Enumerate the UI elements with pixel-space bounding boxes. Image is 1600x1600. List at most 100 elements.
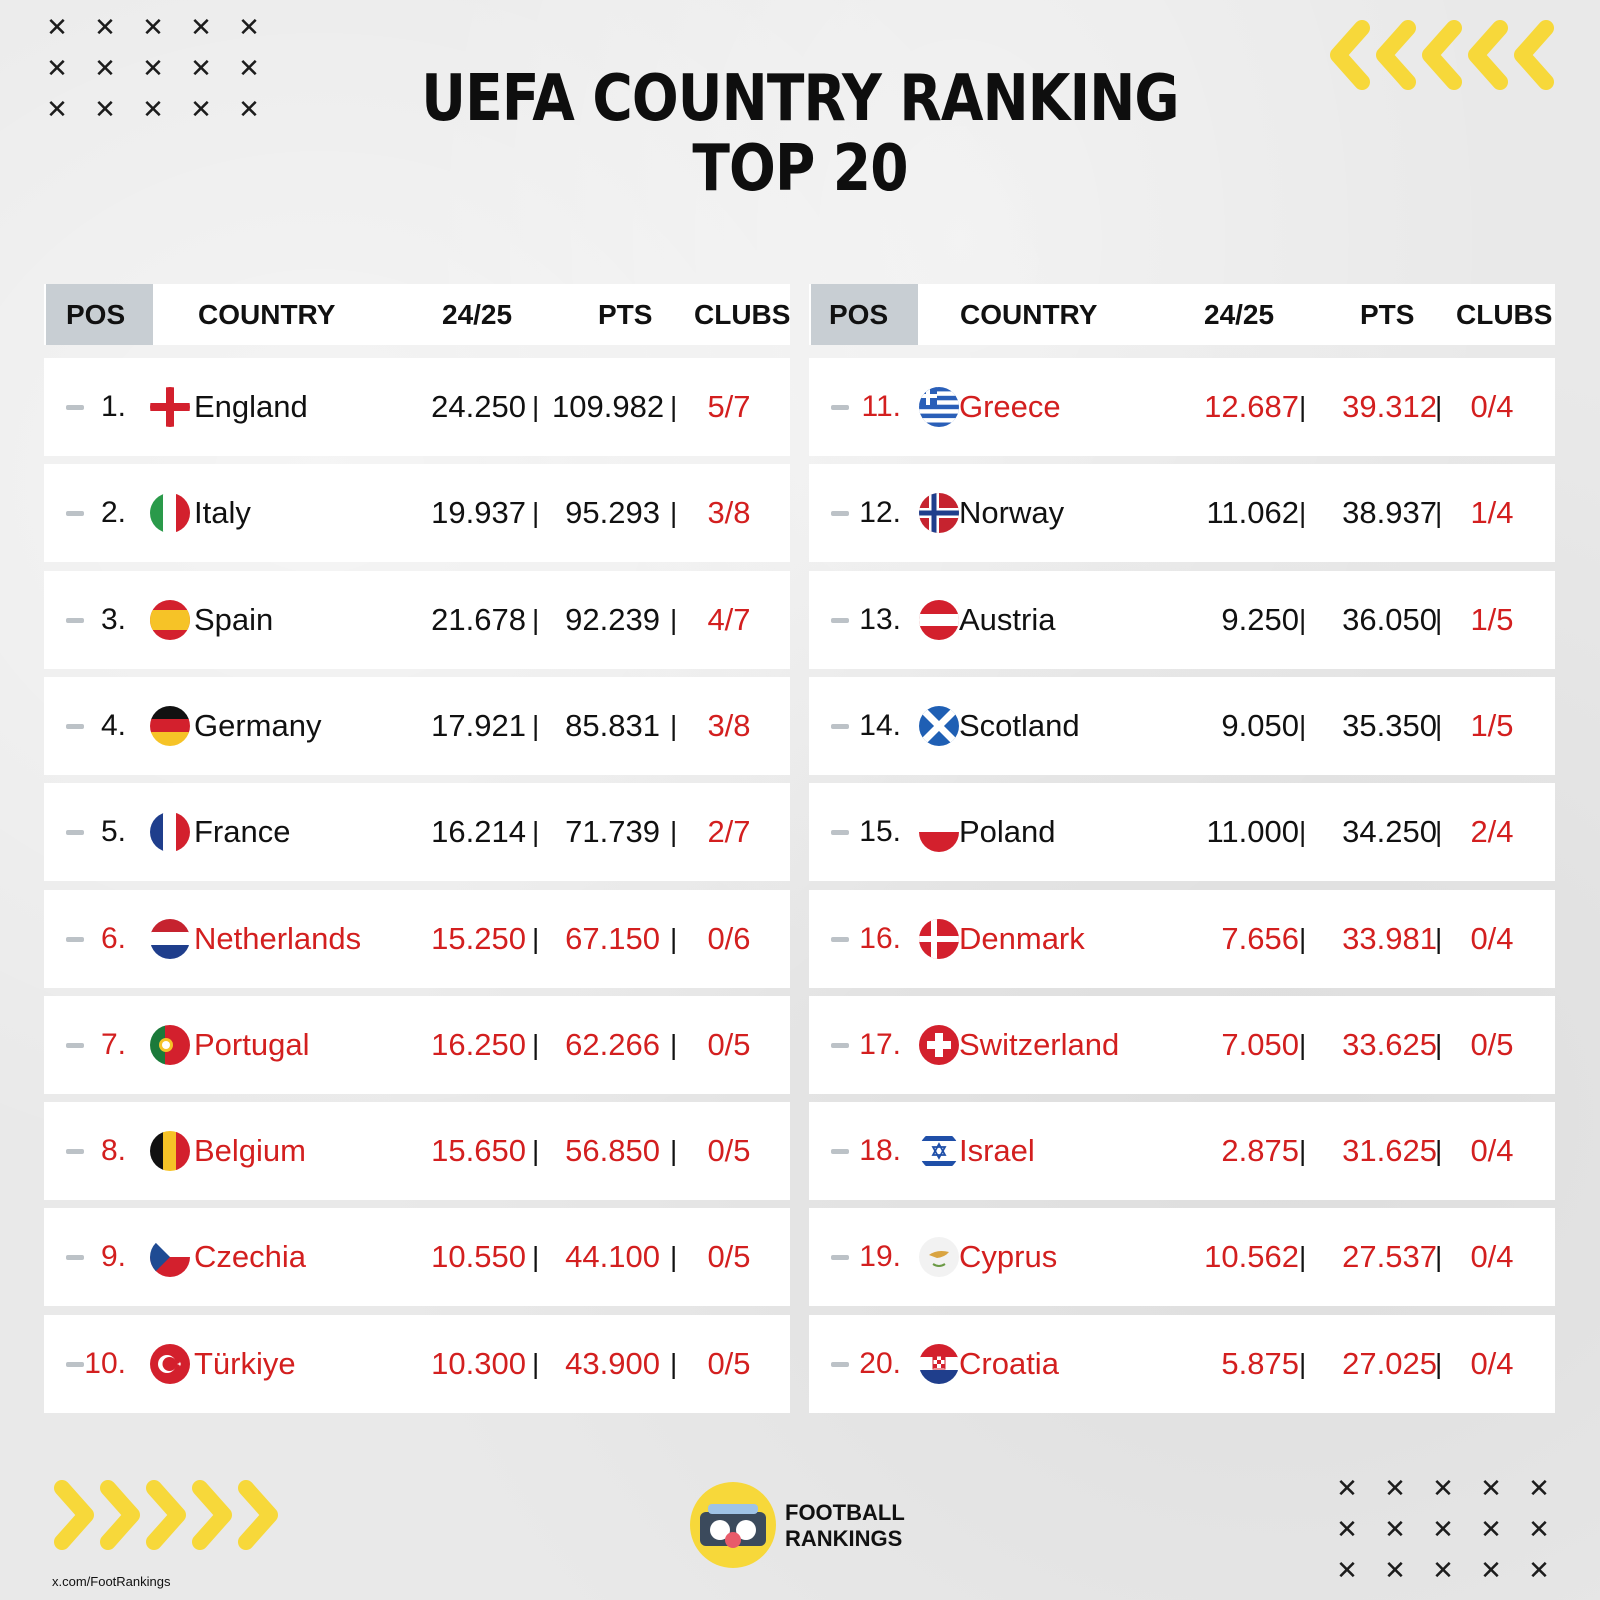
- rank-position: 20.: [859, 1346, 901, 1380]
- france-flag-icon: [150, 812, 190, 853]
- no-change-indicator: [831, 1255, 849, 1261]
- column-separator: |: [532, 816, 540, 848]
- column-separator: |: [1435, 1347, 1443, 1379]
- decorative-x-grid-bottom-right: ✕ ✕ ✕ ✕ ✕ ✕ ✕ ✕ ✕ ✕ ✕ ✕ ✕ ✕ ✕: [1336, 1474, 1550, 1586]
- country-name: Portugal: [194, 1026, 310, 1062]
- column-separator: |: [670, 391, 678, 422]
- country-name: France: [194, 814, 291, 850]
- pos-header-bg: [46, 284, 153, 345]
- season-points: 12.687: [1204, 389, 1299, 424]
- no-change-indicator: [831, 936, 849, 942]
- table-row: 10. Türkiye 10.300 | 43.900 | 0/5: [44, 1314, 790, 1413]
- season-points: 15.250: [431, 920, 526, 956]
- poland-flag-icon: [919, 812, 959, 853]
- total-points: 31.625: [1342, 1133, 1437, 1169]
- total-points: 35.350: [1342, 707, 1437, 743]
- country-name: Netherlands: [194, 920, 362, 956]
- rank-position: 10.: [84, 1346, 126, 1380]
- rank-position: 4.: [100, 708, 126, 742]
- column-separator: |: [1435, 709, 1443, 741]
- rank-position: 8.: [100, 1134, 126, 1168]
- total-points: 109.982: [552, 389, 665, 424]
- column-separator: |: [1299, 603, 1307, 635]
- clubs-remaining: 0/5: [1470, 1026, 1514, 1062]
- clubs-remaining: 0/5: [707, 1026, 751, 1062]
- country-name: Türkiye: [194, 1345, 296, 1381]
- country-name: England: [194, 389, 308, 424]
- country-name: Denmark: [959, 920, 1085, 956]
- column-separator: |: [1299, 1028, 1307, 1060]
- chevrons-left-icon: [1326, 20, 1556, 90]
- belgium-flag-icon: [150, 1131, 190, 1172]
- no-change-indicator: [66, 405, 84, 410]
- decorative-x-grid-top-left: ✕ ✕ ✕ ✕ ✕ ✕ ✕ ✕ ✕ ✕ ✕ ✕ ✕ ✕ ✕: [46, 13, 260, 125]
- clubs-remaining: 3/8: [707, 707, 751, 743]
- season-points: 5.875: [1221, 1345, 1299, 1381]
- switzerland-flag-icon: [919, 1024, 959, 1065]
- rank-position: 16.: [859, 921, 901, 955]
- clubs-remaining: 0/4: [1470, 389, 1514, 424]
- netherlands-flag-icon: [150, 918, 190, 959]
- chevrons-right-icon: [52, 1480, 282, 1550]
- column-separator: |: [1299, 816, 1307, 848]
- header-season: 24/25: [1204, 299, 1275, 330]
- total-points: 56.850: [565, 1133, 660, 1169]
- total-points: 95.293: [565, 495, 660, 531]
- greece-flag-icon: [919, 387, 959, 427]
- total-points: 33.625: [1342, 1026, 1437, 1062]
- no-change-indicator: [831, 830, 849, 836]
- table-row: 18. Israel 2.875 | 31.625 | 0/4: [809, 1102, 1555, 1201]
- clubs-remaining: 5/7: [707, 389, 751, 424]
- turkiye-flag-icon: [150, 1343, 190, 1384]
- column-separator: |: [1299, 497, 1307, 529]
- total-points: 39.312: [1342, 389, 1437, 424]
- country-name: Greece: [959, 389, 1061, 424]
- column-separator: |: [670, 1135, 678, 1167]
- column-separator: |: [532, 603, 540, 635]
- germany-flag-icon: [150, 705, 190, 746]
- table-row: 16. Denmark 7.656 | 33.981 | 0/4: [809, 889, 1555, 988]
- clubs-remaining: 0/5: [707, 1345, 751, 1381]
- rank-position: 19.: [859, 1240, 901, 1274]
- table-row: 3. Spain 21.678 | 92.239 | 4/7: [44, 570, 790, 669]
- rank-position: 2.: [100, 496, 126, 530]
- norway-flag-icon: [919, 493, 959, 534]
- column-separator: |: [1435, 922, 1443, 954]
- total-points: 44.100: [565, 1239, 660, 1275]
- table-row: 12. Norway 11.062 | 38.937 | 1/4: [809, 464, 1555, 563]
- footer-handle: x.com/FootRankings: [52, 1574, 171, 1589]
- denmark-flag-icon: [919, 918, 959, 959]
- season-points: 9.050: [1221, 707, 1299, 743]
- cyprus-flag-icon: [919, 1237, 959, 1278]
- total-points: 62.266: [565, 1026, 660, 1062]
- column-separator: |: [532, 391, 540, 422]
- portugal-flag-icon: [150, 1024, 190, 1065]
- no-change-indicator: [66, 1042, 84, 1048]
- football-rankings-logo-icon: [690, 1482, 776, 1568]
- table-row: 4. Germany 17.921 | 85.831 | 3/8: [44, 676, 790, 775]
- country-name: Czechia: [194, 1239, 306, 1275]
- clubs-remaining: 1/5: [1470, 601, 1514, 637]
- header-clubs: CLUBS: [1456, 299, 1553, 330]
- season-points: 17.921: [431, 707, 526, 743]
- country-name: Switzerland: [959, 1026, 1120, 1062]
- season-points: 24.250: [431, 389, 526, 424]
- column-separator: |: [1435, 1241, 1443, 1273]
- title-line-1: UEFA COUNTRY RANKING: [421, 62, 1179, 136]
- table-row: 20. Croatia 5.875 | 27.025 | 0/4: [809, 1314, 1555, 1413]
- table-header: POS COUNTRY 24/25 PTS CLUBS: [809, 284, 1555, 345]
- title-line-2: TOP 20: [692, 132, 908, 206]
- clubs-remaining: 3/8: [707, 495, 751, 531]
- ranking-column-left: POS COUNTRY 24/25 PTS CLUBS 1. England 24.…: [44, 284, 791, 1413]
- rank-position: 17.: [859, 1027, 901, 1061]
- column-separator: |: [670, 1347, 678, 1379]
- header-clubs: CLUBS: [694, 299, 791, 330]
- total-points: 85.831: [565, 707, 660, 743]
- season-points: 9.250: [1221, 601, 1299, 637]
- rank-position: 1.: [100, 390, 126, 423]
- column-separator: |: [532, 497, 540, 529]
- country-name: Poland: [959, 814, 1056, 850]
- header-season: 24/25: [442, 299, 513, 330]
- column-separator: |: [670, 816, 678, 848]
- total-points: 27.537: [1342, 1239, 1437, 1275]
